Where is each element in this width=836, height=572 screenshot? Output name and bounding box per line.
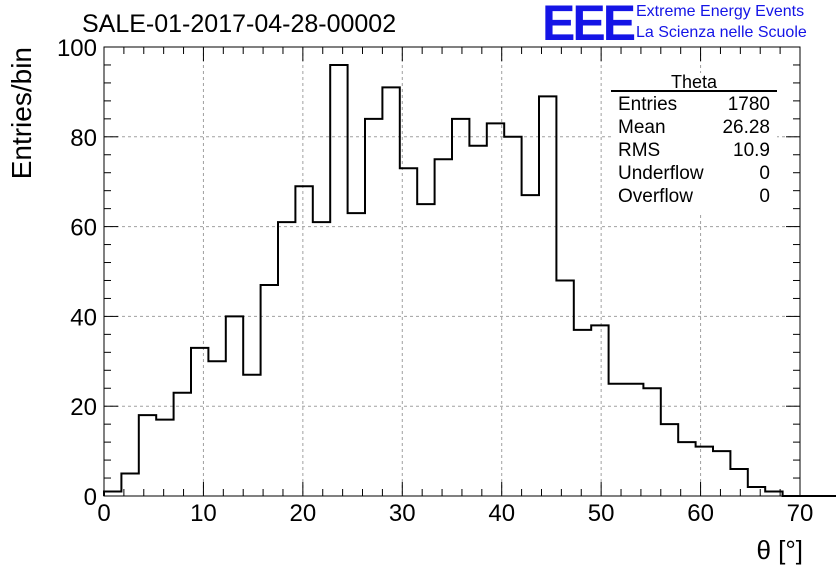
stats-value: 10.9 bbox=[733, 140, 770, 161]
histogram-bin bbox=[400, 168, 417, 496]
histogram-bin bbox=[452, 119, 469, 496]
histogram-bin bbox=[348, 213, 365, 496]
x-tick-label: 40 bbox=[488, 500, 515, 527]
x-tick-label: 0 bbox=[97, 500, 110, 527]
x-tick-label: 20 bbox=[290, 500, 317, 527]
histogram-bin bbox=[330, 65, 347, 496]
stats-label: Overflow bbox=[618, 186, 693, 207]
stats-value: 1780 bbox=[728, 94, 770, 115]
stats-label: RMS bbox=[618, 140, 660, 161]
stats-value: 0 bbox=[759, 186, 770, 207]
histogram-bin bbox=[191, 348, 208, 496]
page-title: SALE-01-2017-04-28-00002 bbox=[82, 10, 397, 38]
stats-label: Mean bbox=[618, 117, 666, 138]
logo-line-1: Extreme Energy Events bbox=[636, 3, 805, 20]
histogram-outline bbox=[103, 63, 836, 497]
histogram-bin bbox=[121, 474, 138, 496]
histogram-bin bbox=[730, 469, 747, 496]
histogram-bin bbox=[696, 447, 713, 496]
histogram-bin bbox=[208, 361, 225, 496]
x-tick-label: 70 bbox=[787, 500, 814, 527]
stats-box bbox=[611, 73, 777, 213]
logo-line-2: La Scienza nelle Scuole bbox=[636, 24, 807, 41]
histogram-bin bbox=[643, 388, 660, 496]
histogram-bin bbox=[661, 424, 678, 496]
histogram-bin bbox=[365, 119, 382, 496]
x-tick-label: 50 bbox=[588, 500, 615, 527]
stats-title: Theta bbox=[671, 72, 718, 92]
histogram-bin bbox=[539, 96, 556, 496]
histogram-bin bbox=[678, 442, 695, 496]
histogram-bin bbox=[174, 393, 191, 496]
histogram-bin bbox=[226, 316, 243, 496]
histogram-bin bbox=[713, 451, 730, 496]
histogram-bin bbox=[417, 204, 434, 496]
histogram-bin bbox=[504, 137, 521, 496]
histogram-bin bbox=[487, 123, 504, 496]
stats-label: Underflow bbox=[618, 163, 704, 184]
histogram-bin bbox=[261, 285, 278, 496]
x-tick-label: 10 bbox=[190, 500, 217, 527]
histogram-bin bbox=[574, 330, 591, 496]
y-tick-label: 80 bbox=[70, 125, 97, 152]
histogram-bin bbox=[522, 195, 539, 496]
stats-label: Entries bbox=[618, 94, 677, 115]
x-tick-label: 30 bbox=[389, 500, 416, 527]
histogram-bin bbox=[609, 384, 626, 496]
plot-frame bbox=[103, 46, 801, 497]
x-axis-label: θ [°] bbox=[756, 535, 803, 565]
y-tick-label: 0 bbox=[84, 484, 97, 511]
x-tick-label: 60 bbox=[687, 500, 714, 527]
eee-logo-mark: EEE bbox=[542, 0, 636, 51]
histogram-bin bbox=[469, 146, 486, 496]
histogram-bin bbox=[748, 487, 765, 496]
histogram-bin bbox=[243, 375, 260, 496]
stats-value: 0 bbox=[759, 163, 770, 184]
y-tick-label: 60 bbox=[70, 215, 97, 242]
histogram-bin bbox=[626, 384, 643, 496]
histogram-bin bbox=[278, 222, 295, 496]
histogram-bin bbox=[591, 325, 608, 496]
histogram-bin bbox=[295, 186, 312, 496]
histogram-bin bbox=[765, 492, 782, 496]
histogram-bin bbox=[382, 87, 399, 496]
y-tick-label: 100 bbox=[57, 35, 97, 62]
histogram-bin bbox=[156, 420, 173, 496]
histogram-bin bbox=[435, 159, 452, 496]
histogram-bin bbox=[556, 280, 573, 496]
histogram-bin bbox=[104, 492, 121, 496]
y-axis-label: Entries/bin bbox=[6, 47, 37, 179]
stats-value: 26.28 bbox=[722, 117, 770, 138]
histogram-bin bbox=[139, 415, 156, 496]
y-tick-label: 20 bbox=[70, 394, 97, 421]
histogram-bin bbox=[313, 222, 330, 496]
y-tick-label: 40 bbox=[70, 304, 97, 331]
